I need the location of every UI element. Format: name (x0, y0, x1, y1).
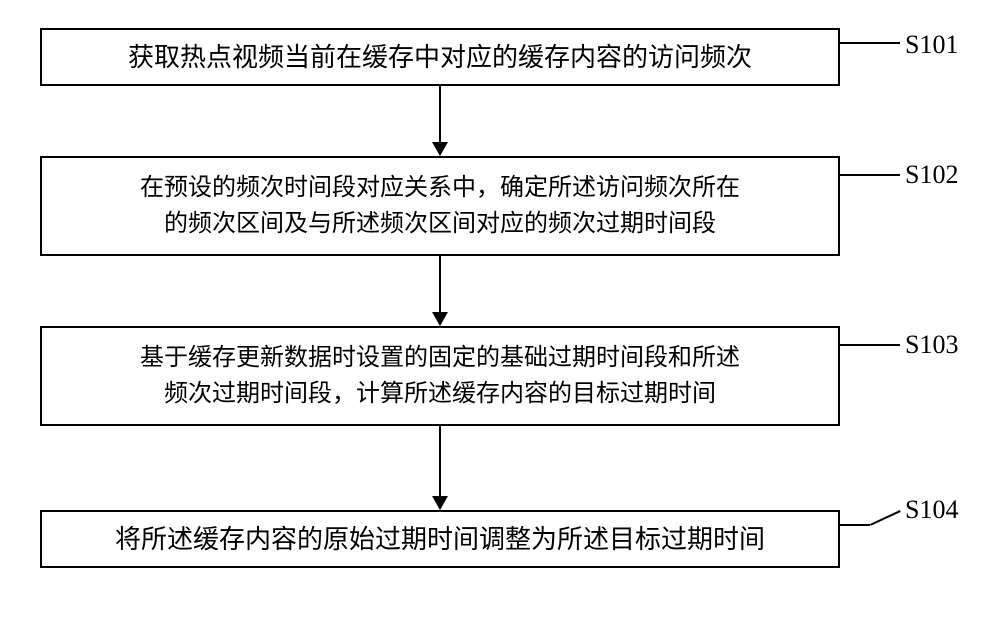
arrow-line (439, 86, 441, 142)
arrow-head-icon (432, 142, 448, 156)
lead-line (870, 344, 900, 346)
flow-step-s101: 获取热点视频当前在缓存中对应的缓存内容的访问频次 (40, 28, 840, 86)
arrow-head-icon (432, 496, 448, 510)
flow-step-s103: 基于缓存更新数据时设置的固定的基础过期时间段和所述 频次过期时间段，计算所述缓存… (40, 326, 840, 426)
lead-line (840, 42, 870, 44)
step-label-s103: S103 (905, 330, 958, 360)
arrow-line (439, 256, 441, 312)
step-label-s104: S104 (905, 495, 958, 525)
flow-step-text: 将所述缓存内容的原始过期时间调整为所述目标过期时间 (115, 520, 765, 559)
lead-line (870, 510, 901, 525)
lead-line (870, 174, 900, 176)
lead-line (870, 42, 900, 44)
flow-step-s102: 在预设的频次时间段对应关系中，确定所述访问频次所在 的频次区间及与所述频次区间对… (40, 156, 840, 256)
arrow-head-icon (432, 312, 448, 326)
flow-step-text: 在预设的频次时间段对应关系中，确定所述访问频次所在 的频次区间及与所述频次区间对… (140, 170, 740, 242)
flow-step-text: 获取热点视频当前在缓存中对应的缓存内容的访问频次 (128, 38, 752, 77)
lead-line (840, 174, 870, 176)
flowchart-canvas: 获取热点视频当前在缓存中对应的缓存内容的访问频次在预设的频次时间段对应关系中，确… (0, 0, 1000, 630)
flow-step-text: 基于缓存更新数据时设置的固定的基础过期时间段和所述 频次过期时间段，计算所述缓存… (140, 340, 740, 412)
step-label-s101: S101 (905, 30, 958, 60)
arrow-line (439, 426, 441, 496)
lead-line (840, 524, 870, 526)
flow-step-s104: 将所述缓存内容的原始过期时间调整为所述目标过期时间 (40, 510, 840, 568)
step-label-s102: S102 (905, 160, 958, 190)
lead-line (840, 344, 870, 346)
